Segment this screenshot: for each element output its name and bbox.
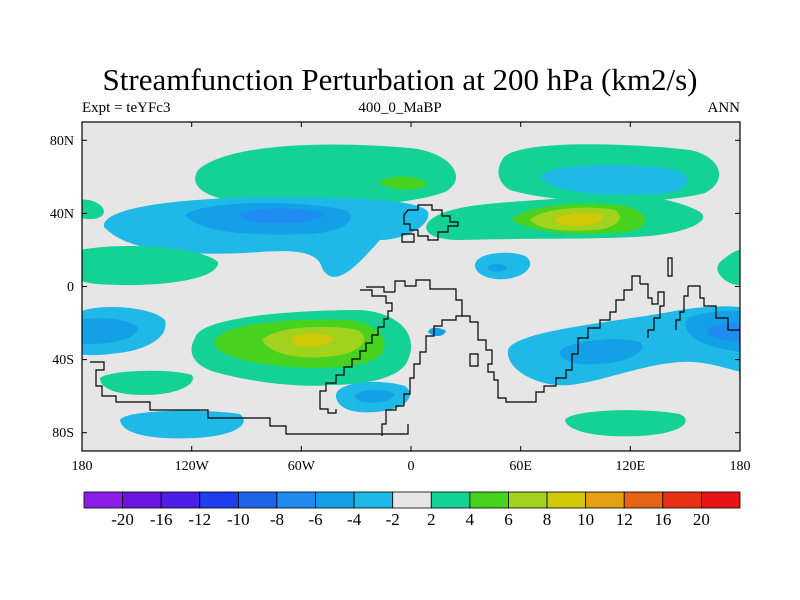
positive-contour-region [378,176,428,190]
colorbar-box [315,491,355,509]
positive-contour-region [291,333,334,347]
positive-contour-region [717,250,740,286]
lon-tick-label: 180 [72,459,93,474]
positive-contour-region [555,212,604,226]
coastline-north-africa [394,279,463,406]
positive-contour-region [195,144,457,206]
colorbar [83,491,741,509]
negative-contour-region [708,322,740,342]
latitude-ticks [82,139,740,434]
latitude-labels: 80N 40N 0 40S 80S [50,134,74,441]
contour-fill-layer [82,144,740,439]
positive-contour-region [100,370,193,395]
colorbar-box [237,491,278,509]
colorbar-box [469,491,509,509]
positive-contour-region [565,410,686,437]
colorbar-box [276,491,316,509]
experiment-label: Expt = teYFc3 [82,100,171,116]
colorbar-labels: -20 -16 -12 -10 -8 -6 -4 -2 2 4 6 8 10 12 16 20 [111,510,710,529]
colorbar-label: 2 [427,510,436,529]
colorbar-box [508,491,548,509]
colorbar-label: 8 [543,510,552,529]
colorbar-box [392,491,432,509]
coastline-south-pacific [90,361,409,435]
colorbar-box [199,491,239,509]
map-title: Streamfunction Perturbation at 200 hPa (… [102,62,698,97]
coastline-australia [688,285,740,380]
colorbar-box [701,491,741,509]
colorbar-label: -10 [227,510,250,529]
colorbar-box [83,491,123,509]
lat-tick-label: 80S [52,426,74,441]
colorbar-box [353,491,394,509]
coastline-south-america-north [366,286,395,293]
coastline-iberia [401,233,415,243]
negative-contour-region [487,263,507,272]
lon-tick-label: 120W [175,459,210,474]
positive-contour-region [82,246,219,286]
longitude-ticks [81,122,741,451]
colorbar-label: 12 [616,510,633,529]
lon-tick-label: 60W [288,459,316,474]
colorbar-label: -16 [150,510,173,529]
colorbar-box [585,491,625,509]
negative-contour-region [355,389,395,403]
season-label: ANN [707,100,741,116]
coastline-japan [667,257,673,277]
lat-tick-label: 40N [50,207,74,222]
colorbar-box [430,491,471,509]
lat-tick-label: 40S [52,353,74,368]
colorbar-label: 20 [693,510,710,529]
coastline-south-america [319,289,393,414]
coastline-south-atlantic [381,405,404,436]
colorbar-box [546,491,587,509]
coastline-indonesia [640,283,665,338]
lon-tick-label: 0 [408,459,415,474]
colorbar-box [160,491,201,509]
colorbar-label: -12 [188,510,211,529]
colorbar-label: 16 [654,510,671,529]
negative-contour-region [540,165,688,195]
longitude-labels: 180 120W 60W 0 60E 120E 180 [72,459,751,474]
colorbar-label: 6 [504,510,513,529]
coastline-asia-east [462,275,641,403]
coastline-europe [403,204,459,241]
colorbar-label: -4 [347,510,362,529]
lon-tick-label: 60E [509,459,532,474]
positive-contour-region [82,199,104,220]
colorbar-box [623,491,664,509]
colorbar-label: -2 [386,510,400,529]
colorbar-label: -8 [270,510,284,529]
colorbar-box [122,491,162,509]
colorbar-label: -20 [111,510,134,529]
lat-tick-label: 0 [67,280,74,295]
coastline-madagascar [469,353,479,367]
colorbar-label: 4 [466,510,475,529]
lat-tick-label: 80N [50,134,74,149]
colorbar-label: 10 [577,510,594,529]
coastline-layer [90,204,740,436]
coastline-australia-west [675,286,689,330]
colorbar-box [662,491,702,509]
negative-contour-region [428,327,446,337]
negative-contour-region [82,318,138,344]
colorbar-label: -6 [308,510,322,529]
period-label: 400_0_MaBP [358,100,442,116]
negative-contour-region [559,339,643,365]
lon-tick-label: 180 [730,459,751,474]
negative-contour-region [240,208,325,224]
lon-tick-label: 120E [616,459,646,474]
